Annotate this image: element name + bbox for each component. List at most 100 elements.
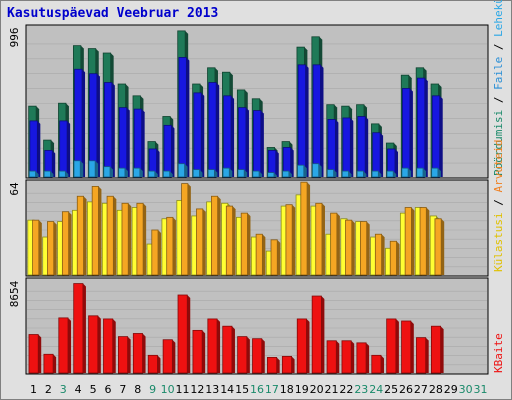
bar-middle-arvuteid-day-13 (210, 195, 219, 276)
bar-top-leheklgi-day-21-side (333, 169, 337, 177)
bar-bottom-kbaite-day-28 (430, 325, 442, 374)
bar-middle-arvuteid-day-8-side (143, 203, 147, 275)
bar-bottom-kbaite-day-4-side (82, 283, 86, 373)
bar-bottom-kbaite-day-13 (207, 318, 218, 374)
bar-top-leheklgi-day-7 (118, 167, 126, 178)
bar-top-faile-day-20-side (320, 64, 324, 177)
bar-top-faile-day-25-side (395, 148, 399, 177)
bar-top-leheklgi-day-14 (222, 167, 230, 178)
bar-top-faile-day-21-side (335, 119, 339, 177)
bar-bottom-kbaite-day-7 (118, 336, 129, 374)
bar-bottom-kbaite-day-16 (252, 338, 263, 374)
bar-middle-arvuteid-day-26-side (411, 207, 415, 275)
bar-bottom-kbaite-day-9-side (157, 355, 161, 373)
bar-top-faile-day-26-side (409, 88, 413, 177)
bar-top-faile-day-26 (402, 88, 411, 178)
bar-middle-arvuteid-day-27-side (426, 207, 430, 275)
bar-bottom-kbaite-day-11-side (187, 295, 191, 373)
bar-middle-arvuteid-day-21-side (336, 213, 340, 275)
bar-top-faile-day-12 (193, 92, 202, 178)
legend-top-entry: Pöördumisi (492, 110, 505, 176)
bar-top-faile-day-27 (416, 77, 426, 178)
bar-middle-arvuteid-day-11 (181, 183, 189, 276)
x-tick-label: 17 (265, 383, 279, 396)
bar-middle-arvuteid-day-13-side (217, 196, 221, 275)
bar-middle-arvuteid-day-23 (360, 221, 368, 276)
bar-middle-arvuteid-day-18 (285, 204, 293, 276)
bar-top-faile-day-13-side (216, 82, 220, 177)
bar-bottom-kbaite-day-15 (237, 336, 248, 374)
bar-bottom-kbaite-day-25-side (395, 318, 399, 373)
x-tick-label: 11 (175, 383, 189, 396)
legend-bottom: KBaite (492, 333, 505, 373)
bar-top-faile-day-21 (327, 119, 336, 178)
bar-middle-arvuteid-day-9 (151, 229, 159, 276)
bar-bottom-kbaite-day-18-side (291, 356, 295, 373)
bar-top-faile-day-15 (238, 107, 247, 178)
bar-top-faile-day-11-side (186, 57, 190, 177)
legend-middle-entry: Külastusi (492, 212, 505, 272)
bar-top-faile-day-22-side (350, 117, 354, 177)
bar-top-leheklgi-day-4-side (80, 160, 84, 177)
bar-top-faile-day-18-side (290, 147, 294, 177)
x-tick-label: 26 (399, 383, 413, 396)
bar-middle-arvuteid-day-24-side (381, 234, 385, 275)
bar-top-faile-day-1-side (37, 120, 41, 177)
bar-bottom-kbaite-day-24 (371, 354, 382, 374)
bar-top-leheklgi-day-20-side (318, 163, 322, 177)
bar-bottom-kbaite-day-9 (147, 354, 158, 374)
x-tick-label: 6 (104, 383, 111, 396)
x-tick-label: 4 (75, 383, 82, 396)
bar-top-leheklgi-day-13 (207, 169, 215, 178)
bar-middle-arvuteid-day-14-side (232, 206, 236, 275)
bar-top-leheklgi-day-5-side (95, 160, 99, 177)
bar-bottom-kbaite-day-14-side (231, 326, 235, 373)
bar-top-leheklgi-day-16 (252, 170, 260, 178)
bar-middle-arvuteid-day-10-side (172, 217, 176, 275)
bar-top-leheklgi-day-23-side (363, 171, 367, 177)
bar-bottom-kbaite-day-5-side (97, 315, 101, 373)
bar-top-leheklgi-day-18 (282, 170, 290, 178)
bar-middle-arvuteid-day-20 (315, 202, 323, 276)
bar-middle-arvuteid-day-9-side (158, 230, 162, 275)
bar-bottom-kbaite-day-19-side (306, 318, 310, 373)
bar-top-leheklgi-day-23 (356, 170, 364, 178)
bar-bottom-kbaite-day-20 (311, 295, 322, 374)
bar-middle-arvuteid-day-11-side (187, 183, 191, 275)
bar-top-faile-day-9-side (156, 148, 160, 177)
bar-middle-arvuteid-day-15 (240, 212, 248, 276)
bar-bottom-kbaite-day-2-side (53, 354, 57, 373)
x-tick-label: 18 (280, 383, 294, 396)
bar-top-leheklgi-day-9-side (154, 171, 158, 177)
bar-top-faile-day-14-side (231, 95, 235, 177)
bar-middle-arvuteid-day-14 (225, 205, 233, 276)
bar-top-leheklgi-day-27 (416, 167, 424, 178)
bar-middle-arvuteid-day-4-side (83, 196, 87, 275)
bar-top-leheklgi-day-22-side (348, 171, 352, 177)
x-tick-label: 2 (45, 383, 52, 396)
bar-top-leheklgi-day-17 (267, 172, 275, 178)
bar-top-leheklgi-day-11 (177, 163, 185, 178)
bar-middle-arvuteid-day-1-side (38, 220, 42, 275)
bar-bottom-kbaite-day-18 (281, 355, 292, 374)
bar-top-faile-day-23 (357, 116, 366, 178)
bar-bottom-kbaite-day-21-side (336, 340, 340, 373)
bar-middle-arvuteid-day-23-side (366, 221, 370, 275)
bar-bottom-kbaite-day-2 (43, 353, 54, 374)
bar-bottom-kbaite-day-1 (28, 334, 39, 374)
bar-bottom-kbaite-day-25 (386, 318, 397, 374)
bar-top-leheklgi-day-16-side (259, 171, 263, 177)
bar-bottom-kbaite-day-24-side (380, 355, 384, 373)
bar-top-leheklgi-day-6 (103, 166, 111, 178)
bar-top-faile-day-19-side (305, 64, 309, 177)
bar-top-leheklgi-day-28-side (437, 168, 441, 177)
x-tick-label: 1 (30, 383, 37, 396)
bar-top-leheklgi-day-19-side (303, 165, 307, 177)
x-tick-label: 20 (310, 383, 324, 396)
x-tick-label: 29 (444, 383, 458, 396)
bar-top-faile-day-8-side (141, 109, 145, 177)
bar-top-faile-day-6-side (111, 82, 115, 177)
bar-bottom-kbaite-day-8 (132, 333, 143, 374)
chart-title: Kasutuspäevad Veebruar 2013 (7, 6, 219, 21)
bar-top-leheklgi-day-1 (28, 170, 36, 178)
